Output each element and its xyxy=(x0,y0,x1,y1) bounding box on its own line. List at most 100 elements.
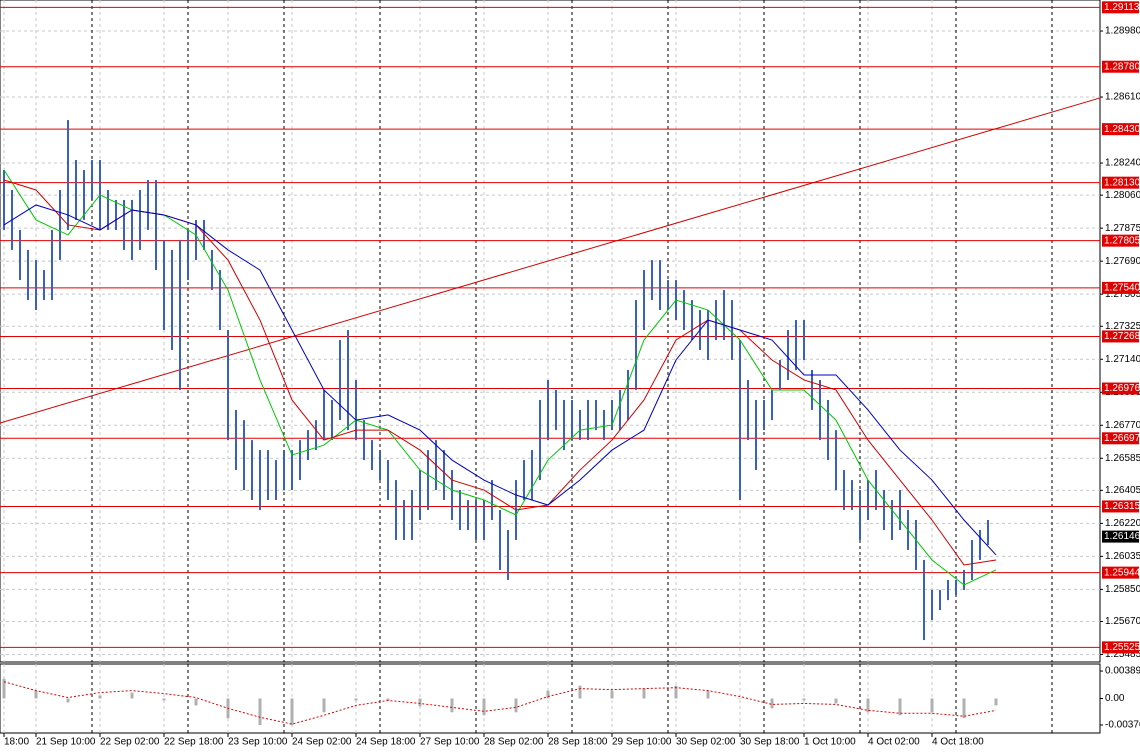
osc-histogram-bar xyxy=(162,698,166,701)
last-price-box xyxy=(1102,530,1139,543)
level-label-box xyxy=(1102,60,1139,73)
x-tick-label: 4 Oct 18:00 xyxy=(932,737,984,748)
x-tick-label: 22 Sep 18:00 xyxy=(164,737,224,748)
y-tick-label: 1.28980 xyxy=(1105,26,1140,37)
level-label: 1.27268 xyxy=(1104,331,1140,342)
osc-histogram-bar xyxy=(322,698,326,713)
level-label-box xyxy=(1102,123,1139,136)
level-label: 1.26976 xyxy=(1104,383,1140,394)
x-tick-label: 29 Sep 10:00 xyxy=(612,737,672,748)
y-tick-label: 1.27875 xyxy=(1105,223,1140,234)
level-label: 1.25525 xyxy=(1104,642,1140,653)
x-tick-label: 4 Oct 02:00 xyxy=(868,737,920,748)
y-tick-label: 1.27505 xyxy=(1105,289,1140,300)
osc-histogram-bar xyxy=(130,692,134,699)
y-tick-label: 1.28060 xyxy=(1105,190,1140,201)
x-tick-label: 24 Sep 18:00 xyxy=(356,737,416,748)
x-tick-label: 21 Sep 10:00 xyxy=(36,737,96,748)
level-label: 1.27540 xyxy=(1104,283,1140,294)
moving-average xyxy=(3,169,997,586)
level-label-box xyxy=(1102,382,1139,395)
trend-line xyxy=(0,97,1101,424)
osc-histogram-bar xyxy=(898,698,902,716)
y-tick-label: 1.26035 xyxy=(1105,551,1140,562)
level-label-box xyxy=(1102,432,1139,445)
osc-histogram-bar xyxy=(34,690,38,699)
level-label-box xyxy=(1102,281,1139,294)
osc-histogram-bar xyxy=(642,688,646,699)
x-tick-label: 1 Oct 10:00 xyxy=(804,737,856,748)
y-tick-label: 1.26770 xyxy=(1105,420,1140,431)
y-tick-label: 1.25670 xyxy=(1105,616,1140,627)
level-label: 1.28130 xyxy=(1104,177,1140,188)
osc-histogram-bar xyxy=(66,698,70,703)
y-tick-label: 1.27690 xyxy=(1105,256,1140,267)
osc-tick-label: 0.00 xyxy=(1105,693,1125,704)
x-tick-label: 27 Sep 10:00 xyxy=(420,737,480,748)
osc-histogram-bar xyxy=(866,698,870,713)
osc-tick-label: -0.00376 xyxy=(1105,720,1140,731)
y-tick-label: 1.26585 xyxy=(1105,453,1140,464)
x-tick-label: 22 Sep 02:00 xyxy=(100,737,160,748)
moving-average xyxy=(3,204,997,556)
level-label: 1.28430 xyxy=(1104,124,1140,135)
level-label: 1.29113 xyxy=(1104,2,1140,13)
x-tick-label: 23 Sep 10:00 xyxy=(228,737,288,748)
osc-histogram-bar xyxy=(610,690,614,699)
osc-histogram-bar xyxy=(770,698,774,709)
osc-histogram-bar xyxy=(386,698,390,701)
level-label: 1.26315 xyxy=(1104,501,1140,512)
osc-histogram-bar xyxy=(482,698,486,716)
osc-histogram-bar xyxy=(354,698,358,701)
x-tick-label: 24 Sep 02:00 xyxy=(292,737,352,748)
osc-histogram-bar xyxy=(706,690,710,699)
osc-histogram-bar xyxy=(98,695,102,699)
x-tick-label: 30 Sep 18:00 xyxy=(740,737,800,748)
y-tick-label: 1.25850 xyxy=(1105,584,1140,595)
level-label-box xyxy=(1102,330,1139,343)
osc-signal xyxy=(3,681,997,725)
level-label: 1.28780 xyxy=(1104,61,1140,72)
osc-histogram-bar xyxy=(2,678,6,699)
y-tick-label: 1.26405 xyxy=(1105,485,1140,496)
osc-histogram-bar xyxy=(194,698,198,706)
x-tick-label: 28 Sep 02:00 xyxy=(484,737,544,748)
level-label-box xyxy=(1102,500,1139,513)
y-tick-label: 1.28240 xyxy=(1105,158,1140,169)
osc-histogram-bar xyxy=(674,685,678,699)
level-label: 1.27805 xyxy=(1104,235,1140,246)
osc-histogram-bar xyxy=(930,698,934,713)
osc-tick-label: 0.003897 xyxy=(1105,666,1140,677)
osc-histogram-bar xyxy=(514,698,518,713)
osc-histogram-bar xyxy=(418,698,422,707)
osc-histogram-bar xyxy=(546,690,550,699)
level-label-box xyxy=(1102,1,1139,14)
osc-histogram-bar xyxy=(962,698,966,719)
osc-histogram-bar xyxy=(578,685,582,699)
y-tick-label: 1.27325 xyxy=(1105,321,1140,332)
level-label-box xyxy=(1102,566,1139,579)
osc-histogram-bar xyxy=(834,698,838,704)
osc-histogram-bar xyxy=(802,698,806,701)
level-label-box xyxy=(1102,641,1139,654)
osc-histogram-bar xyxy=(290,698,294,726)
level-label-box xyxy=(1102,234,1139,247)
y-tick-label: 1.26220 xyxy=(1105,518,1140,529)
osc-histogram-bar xyxy=(450,698,454,713)
last-price-label: 1.26146 xyxy=(1104,531,1140,542)
x-tick-label: 30 Sep 02:00 xyxy=(676,737,736,748)
osc-histogram-bar xyxy=(738,698,742,699)
main-panel xyxy=(0,0,1101,663)
osc-histogram-bar xyxy=(994,698,998,706)
y-tick-label: 1.25485 xyxy=(1105,649,1140,660)
osc-histogram-bar xyxy=(258,698,262,726)
y-tick-label: 1.27140 xyxy=(1105,354,1140,365)
level-label-box xyxy=(1102,176,1139,189)
x-tick-label: 28 Sep 18:00 xyxy=(548,737,608,748)
y-tick-label: 1.28610 xyxy=(1105,92,1140,103)
x-tick-label: 18:00 xyxy=(4,737,29,748)
level-label: 1.25944 xyxy=(1104,567,1140,578)
level-label: 1.26697 xyxy=(1104,433,1140,444)
